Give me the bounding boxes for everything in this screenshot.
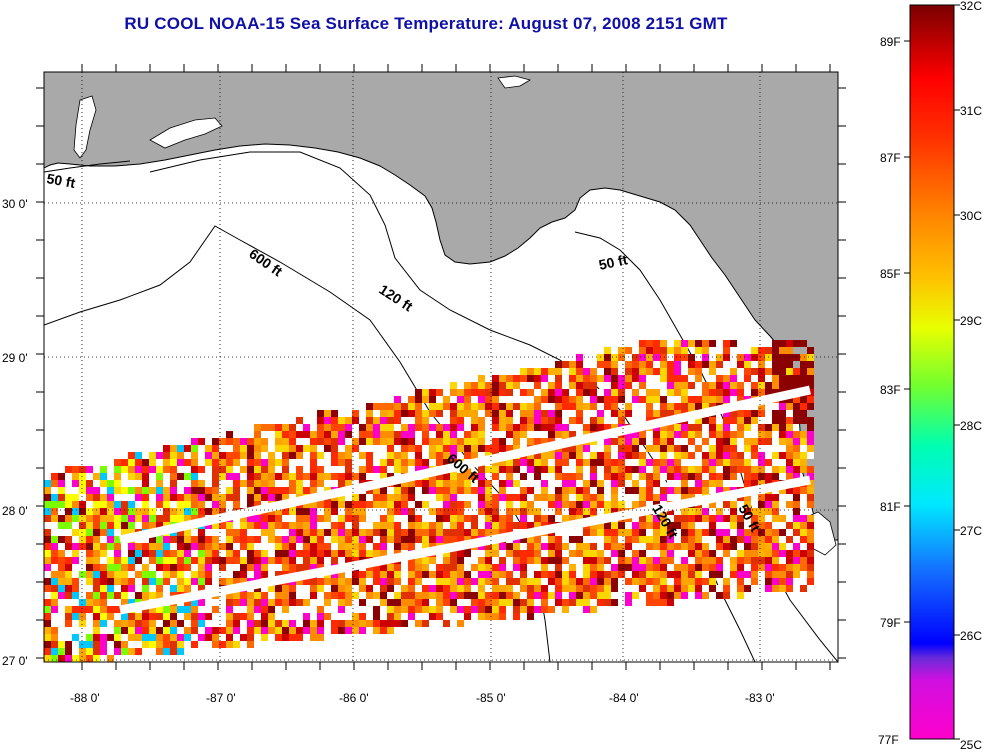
lon-label: -87 0' xyxy=(206,691,236,705)
map-title: RU COOL NOAA-15 Sea Surface Temperature:… xyxy=(124,14,728,33)
bay-water xyxy=(73,95,97,159)
lon-label: -85 0' xyxy=(476,691,506,705)
contour-label-50ft-east: 50 ft xyxy=(597,251,629,273)
graticule xyxy=(44,72,838,662)
land-mass xyxy=(44,72,838,541)
colorbar-c-label: 26C xyxy=(960,629,982,643)
lat-label: 27 0' xyxy=(2,654,28,668)
bay-water-2 xyxy=(149,117,223,149)
lake-water xyxy=(497,75,532,89)
colorbar-ticks xyxy=(904,4,960,740)
colorbar: 89F 87F 85F 83F 81F 79F 77F 32C 31C 30C … xyxy=(878,0,982,752)
lon-label: -84 0' xyxy=(609,691,639,705)
colorbar-gradient xyxy=(909,4,955,740)
colorbar-c-label: 25C xyxy=(960,738,982,752)
longitude-labels: -88 0' -87 0' -86 0' -85 0' -84 0' -83 0… xyxy=(70,691,775,705)
colorbar-c-label: 32C xyxy=(960,0,982,13)
latitude-labels: 30 0' 29 0' 28 0' 27 0' xyxy=(2,197,28,668)
map-frame xyxy=(43,71,839,663)
contour-label-50ft-west: 50 ft xyxy=(45,170,76,191)
lon-label: -88 0' xyxy=(70,691,100,705)
lat-label: 29 0' xyxy=(2,351,28,365)
colorbar-c-label: 30C xyxy=(960,209,982,223)
lat-label: 30 0' xyxy=(2,197,28,211)
colorbar-f-label: 89F xyxy=(880,35,901,49)
colorbar-c-label: 31C xyxy=(960,104,982,118)
colorbar-c-label: 28C xyxy=(960,419,982,433)
colorbar-c-label: 29C xyxy=(960,314,982,328)
lon-label: -83 0' xyxy=(745,691,775,705)
colorbar-f-label: 87F xyxy=(880,151,901,165)
colorbar-c-label: 27C xyxy=(960,524,982,538)
contour-50ft-west xyxy=(44,160,131,173)
colorbar-f-label: 79F xyxy=(880,616,901,630)
sst-data-swath xyxy=(44,340,814,662)
lon-label: -86 0' xyxy=(339,691,369,705)
lat-label: 28 0' xyxy=(2,504,28,518)
colorbar-f-label: 81F xyxy=(880,500,901,514)
colorbar-f-label: 85F xyxy=(880,267,901,281)
map-area xyxy=(44,72,838,662)
colorbar-f-label: 77F xyxy=(878,733,899,747)
colorbar-f-label: 83F xyxy=(880,383,901,397)
frame-ticks xyxy=(36,64,846,670)
